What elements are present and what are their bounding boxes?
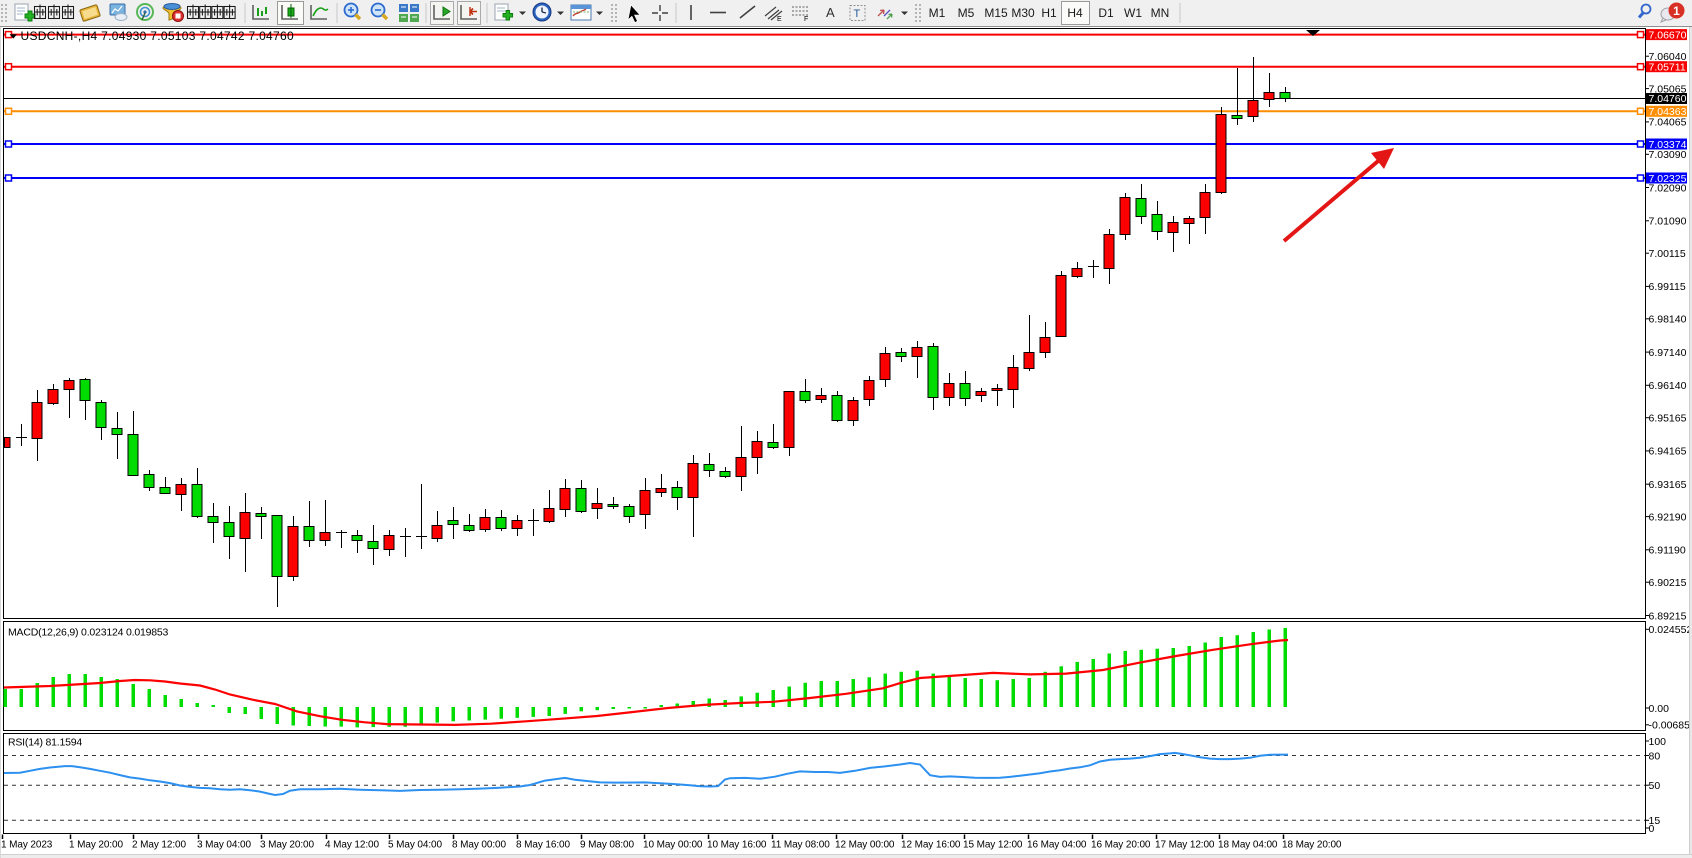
svg-text:0: 0 — [1649, 823, 1655, 835]
svg-text:6.94165: 6.94165 — [1649, 446, 1687, 458]
svg-text:7.00115: 7.00115 — [1649, 248, 1686, 260]
svg-text:12 May 16:00: 12 May 16:00 — [901, 840, 961, 851]
svg-text:8 May 00:00: 8 May 00:00 — [452, 840, 506, 851]
svg-text:7.05711: 7.05711 — [1649, 62, 1686, 74]
svg-text:1 May 20:00: 1 May 20:00 — [69, 840, 123, 851]
svg-text:3 May 20:00: 3 May 20:00 — [260, 840, 314, 851]
svg-text:USDCNH-,H4 7.04930 7.05103 7.: USDCNH-,H4 7.04930 7.05103 7.04742 7.047… — [21, 29, 294, 43]
svg-text:7.06670: 7.06670 — [1649, 29, 1687, 41]
svg-text:8 May 16:00: 8 May 16:00 — [516, 840, 570, 851]
svg-text:5 May 04:00: 5 May 04:00 — [388, 840, 442, 851]
svg-text:7.03090: 7.03090 — [1649, 149, 1687, 161]
svg-text:M30: M30 — [1011, 6, 1035, 20]
svg-text:M5: M5 — [958, 6, 975, 20]
svg-text:80: 80 — [1649, 750, 1661, 762]
svg-text:W1: W1 — [1124, 6, 1142, 20]
svg-text:6.96140: 6.96140 — [1649, 380, 1687, 392]
svg-text:7.03374: 7.03374 — [1649, 139, 1687, 151]
svg-text:6.93165: 6.93165 — [1649, 479, 1687, 491]
svg-text:M1: M1 — [929, 6, 946, 20]
svg-text:9 May 08:00: 9 May 08:00 — [580, 840, 634, 851]
svg-text:10 May 16:00: 10 May 16:00 — [707, 840, 767, 851]
svg-text:6.95165: 6.95165 — [1649, 413, 1687, 425]
svg-text:6.97140: 6.97140 — [1649, 347, 1687, 359]
svg-text:7.02325: 7.02325 — [1649, 173, 1687, 185]
svg-text:7.06040: 7.06040 — [1649, 51, 1687, 63]
svg-text:E: E — [777, 16, 782, 23]
svg-text:6.92190: 6.92190 — [1649, 511, 1687, 523]
svg-text:F: F — [804, 16, 808, 23]
svg-text:3 May 04:00: 3 May 04:00 — [197, 840, 251, 851]
svg-text:0.00: 0.00 — [1649, 703, 1670, 715]
svg-text:11 May 08:00: 11 May 08:00 — [771, 840, 830, 851]
svg-text:1: 1 — [1673, 4, 1680, 18]
svg-text:D1: D1 — [1098, 6, 1114, 20]
svg-text:50: 50 — [1649, 780, 1661, 792]
svg-text:2 May 12:00: 2 May 12:00 — [132, 840, 186, 851]
svg-text:16 May 04:00: 16 May 04:00 — [1027, 840, 1087, 851]
svg-text:17 May 12:00: 17 May 12:00 — [1155, 840, 1215, 851]
svg-text:12 May 00:00: 12 May 00:00 — [835, 840, 895, 851]
svg-text:15 May 12:00: 15 May 12:00 — [963, 840, 1023, 851]
svg-text:H4: H4 — [1067, 6, 1083, 20]
svg-text:6.91190: 6.91190 — [1649, 545, 1686, 557]
svg-text:100: 100 — [1649, 736, 1667, 748]
svg-text:15: 15 — [1649, 815, 1661, 827]
svg-text:T: T — [854, 8, 861, 20]
svg-text:-0.006857: -0.006857 — [1649, 720, 1692, 732]
svg-text:4 May 12:00: 4 May 12:00 — [325, 840, 379, 851]
svg-text:18 May 04:00: 18 May 04:00 — [1218, 840, 1278, 851]
svg-text:6.89215: 6.89215 — [1649, 610, 1687, 622]
svg-text:7.04760: 7.04760 — [1649, 93, 1687, 105]
svg-text:18 May 20:00: 18 May 20:00 — [1282, 840, 1342, 851]
svg-text:H1: H1 — [1041, 6, 1057, 20]
svg-text:0.024552: 0.024552 — [1649, 624, 1692, 636]
svg-text:7.04363: 7.04363 — [1649, 106, 1687, 118]
svg-text:16 May 20:00: 16 May 20:00 — [1091, 840, 1151, 851]
svg-text:MACD(12,26,9) 0.023124 0.01985: MACD(12,26,9) 0.023124 0.019853 — [8, 627, 169, 639]
svg-text:7.04065: 7.04065 — [1649, 117, 1687, 129]
svg-text:6.99115: 6.99115 — [1649, 281, 1686, 293]
svg-text:M15: M15 — [984, 6, 1008, 20]
svg-text:7.02090: 7.02090 — [1649, 182, 1687, 194]
svg-text:1 May 2023: 1 May 2023 — [1, 840, 53, 851]
svg-text:6.98140: 6.98140 — [1649, 314, 1687, 326]
svg-text:RSI(14) 81.1594: RSI(14) 81.1594 — [8, 737, 82, 749]
svg-text:MN: MN — [1151, 6, 1170, 20]
svg-text:6.90215: 6.90215 — [1649, 577, 1687, 589]
svg-text:7.01090: 7.01090 — [1649, 216, 1687, 228]
svg-text:A: A — [826, 5, 835, 20]
svg-text:10 May 00:00: 10 May 00:00 — [643, 840, 703, 851]
svg-text:7.05065: 7.05065 — [1649, 83, 1687, 95]
